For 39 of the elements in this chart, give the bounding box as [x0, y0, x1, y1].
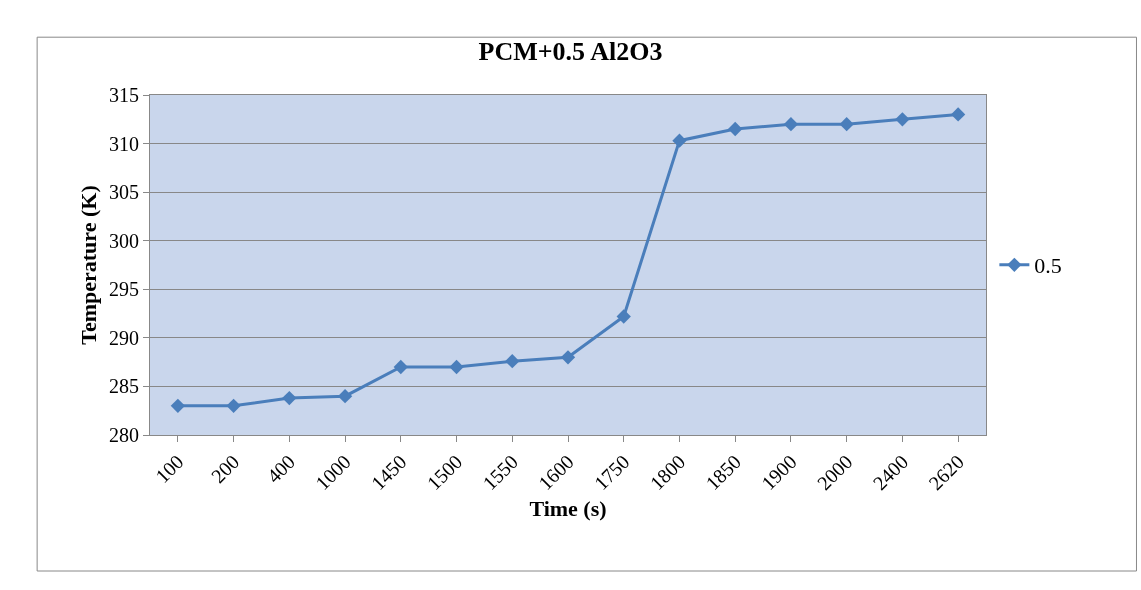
x-tick-label: 1500 [422, 450, 467, 495]
point [728, 121, 743, 137]
x-axis-title: Time (s) [529, 496, 607, 522]
point [672, 133, 687, 148]
point [449, 359, 464, 375]
x-tick-label: 1850 [701, 450, 746, 495]
point [560, 350, 576, 365]
y-tick-label: 285 [109, 375, 139, 398]
point [839, 116, 854, 132]
y-tick-label: 280 [109, 424, 139, 446]
y-tick-label: 310 [109, 132, 139, 155]
y-tick-label: 305 [109, 181, 139, 204]
point [505, 354, 520, 369]
point [616, 309, 631, 324]
x-tick-label: 1550 [478, 450, 523, 495]
y-tick-label: 295 [109, 278, 139, 301]
x-tick-label: 400 [262, 450, 300, 488]
chart-title: PCM+0.5 Al2O3 [478, 36, 663, 66]
y-tick-label: 290 [109, 326, 139, 349]
x-tick-label: 200 [206, 450, 244, 488]
y-tick-label: 300 [109, 229, 139, 252]
x-tick-label: 1450 [366, 450, 411, 495]
point [895, 112, 910, 127]
x-tick-label: 1900 [756, 450, 801, 495]
point [337, 388, 353, 404]
x-tick-label: 1800 [645, 450, 690, 495]
y-axis-title: Temperature (K) [76, 185, 101, 345]
x-tick-label: 1600 [534, 450, 578, 495]
point [226, 398, 241, 414]
point [393, 359, 408, 375]
x-tick-label: 1000 [311, 450, 355, 495]
legend-label: 0.5 [1034, 253, 1062, 279]
y-tick-label: 315 [109, 84, 139, 106]
point [282, 390, 297, 406]
x-tick-label: 100 [151, 450, 188, 488]
point [170, 398, 186, 414]
x-tick-label: 1750 [589, 450, 634, 495]
point [950, 107, 966, 122]
point [783, 116, 799, 132]
